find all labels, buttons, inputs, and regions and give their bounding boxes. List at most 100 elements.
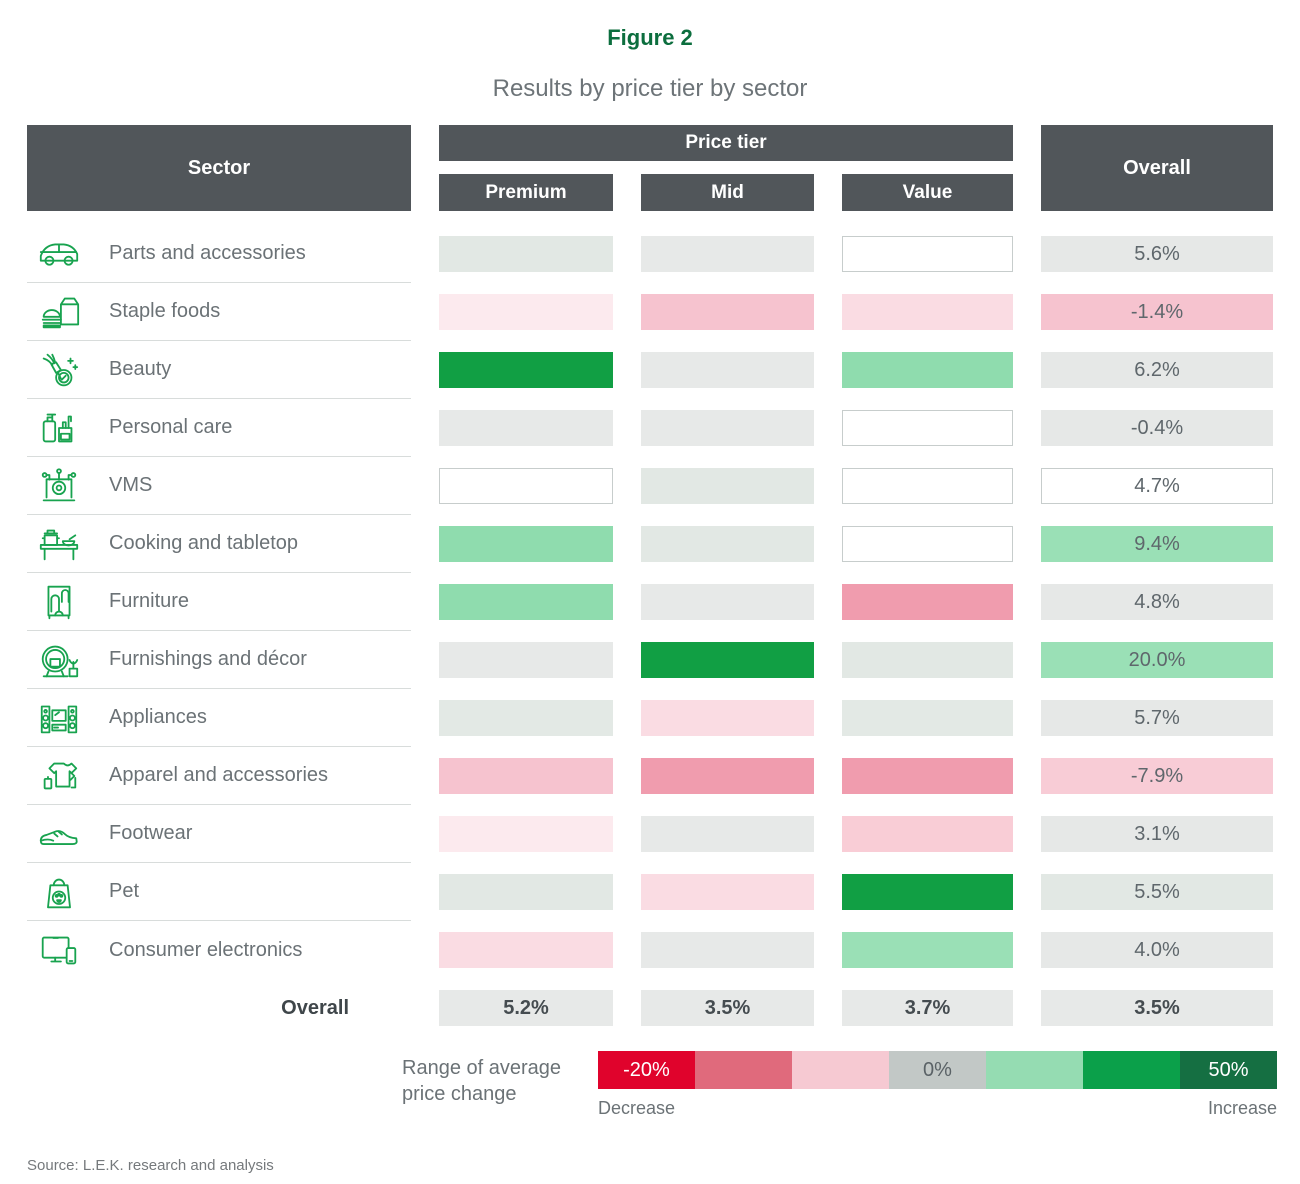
color-scale-legend: Range of average price change -20% 0% 50… (402, 1051, 1300, 1119)
home-theater-icon (36, 695, 82, 741)
sector-label: Furnishings and décor (109, 648, 307, 670)
heatmap-cell-overall: 9.4% (1041, 526, 1273, 562)
legend-decrease-label: Decrease (598, 1098, 676, 1118)
heatmap-cell-overall: 4.8% (1041, 584, 1273, 620)
legend-swatch-minus-20: -20% (598, 1051, 695, 1089)
cooking-table-icon (36, 521, 82, 567)
heatmap-cell-mid (641, 642, 814, 678)
overall-premium-value: 5.2% (439, 990, 613, 1026)
overall-overall-value: 3.5% (1041, 990, 1273, 1026)
heatmap-cell-premium (439, 700, 613, 736)
table-row-staple-foods: Staple foods (27, 283, 411, 341)
sector-label: VMS (109, 474, 153, 496)
monitor-phone-icon (36, 927, 82, 973)
beauty-brush-icon (36, 347, 82, 393)
heatmap-cell-premium (439, 294, 613, 330)
heatmap-cell-mid (641, 700, 814, 736)
price-tier-group-header: Price tier (439, 125, 1013, 161)
heatmap-cell-mid (641, 874, 814, 910)
heatmap-cell-mid (641, 816, 814, 852)
table-row-apparel-and-accessories: Apparel and accessories (27, 747, 411, 805)
table-row-personal-care: Personal care (27, 399, 411, 457)
table-row-furnishings-and-decor: Furnishings and décor (27, 631, 411, 689)
heatmap-cell-value (842, 294, 1013, 330)
table-body: Parts and accessories 5.6% Staple foods … (27, 225, 1273, 1037)
pet-bag-icon (36, 869, 82, 915)
table-header: Sector Price tier Overall Premium Mid Va… (27, 125, 1273, 211)
heatmap-cell-premium (439, 874, 613, 910)
shoe-icon (36, 811, 82, 857)
heatmap-cell-premium (439, 410, 613, 446)
sector-label: Footwear (109, 822, 193, 844)
table-row-cooking-and-tabletop: Cooking and tabletop (27, 515, 411, 573)
sector-label: Apparel and accessories (109, 764, 329, 786)
source-note: Source: L.E.K. research and analysis (27, 1157, 274, 1174)
heatmap-cell-overall: 6.2% (1041, 352, 1273, 388)
sector-label: Personal care (109, 416, 233, 438)
heatmap-cell-mid (641, 758, 814, 794)
heatmap-cell-premium (439, 816, 613, 852)
car-icon (36, 231, 82, 277)
table-row-appliances: Appliances (27, 689, 411, 747)
personal-care-icon (36, 405, 82, 451)
heatmap-cell-premium (439, 468, 613, 504)
sector-label: Furniture (109, 590, 190, 612)
overall-column-header: Overall (1041, 125, 1273, 211)
overall-row-label: Overall (281, 996, 349, 1019)
heatmap-cell-premium (439, 584, 613, 620)
heatmap-cell-premium (439, 758, 613, 794)
table-row-vms: VMS (27, 457, 411, 515)
heatmap-cell-value (842, 816, 1013, 852)
figure-number: Figure 2 (607, 25, 693, 50)
wardrobe-icon (36, 579, 82, 625)
heatmap-cell-value (842, 874, 1013, 910)
heatmap-cell-mid (641, 526, 814, 562)
legend-swatch (695, 1051, 792, 1089)
heatmap-cell-value (842, 410, 1013, 446)
heatmap-cell-value (842, 526, 1013, 562)
heatmap-cell-value (842, 468, 1013, 504)
legend-swatch-plus-50: 50% (1180, 1051, 1277, 1089)
groceries-icon (36, 289, 82, 335)
legend-swatch (986, 1051, 1083, 1089)
table-row-consumer-electronics: Consumer electronics (27, 921, 411, 979)
heatmap-cell-premium (439, 236, 613, 272)
legend-swatch (792, 1051, 889, 1089)
sector-label: Pet (109, 880, 140, 902)
heatmap-cell-overall: 4.7% (1041, 468, 1273, 504)
heatmap-cell-value (842, 584, 1013, 620)
table-row-footwear: Footwear (27, 805, 411, 863)
legend-swatch (1083, 1051, 1180, 1089)
mirror-plant-icon (36, 637, 82, 683)
sector-label: Beauty (109, 358, 172, 380)
heatmap-cell-overall: -1.4% (1041, 294, 1273, 330)
heatmap-cell-premium (439, 932, 613, 968)
legend-axis-labels: Decrease Increase (598, 1098, 1277, 1119)
legend-swatch-zero: 0% (889, 1051, 986, 1089)
overall-value-value: 3.7% (842, 990, 1013, 1026)
heatmap-cell-mid (641, 294, 814, 330)
sector-label: Staple foods (109, 300, 221, 322)
heatmap-cell-overall: 5.6% (1041, 236, 1273, 272)
figure-title: Results by price tier by sector (492, 75, 808, 102)
heatmap-cell-overall: 20.0% (1041, 642, 1273, 678)
legend-label: Range of average price change (402, 1057, 562, 1105)
heatmap-cell-value (842, 932, 1013, 968)
table-row-pet: Pet (27, 863, 411, 921)
legend-swatches: -20% 0% 50% (598, 1051, 1277, 1089)
heatmap-cell-mid (641, 932, 814, 968)
heatmap-cell-mid (641, 584, 814, 620)
table-row-parts-and-accessories: Parts and accessories (27, 225, 411, 283)
heatmap-table: Sector Price tier Overall Premium Mid Va… (27, 125, 1273, 1037)
heatmap-cell-mid (641, 352, 814, 388)
heatmap-cell-overall: -7.9% (1041, 758, 1273, 794)
heatmap-cell-value (842, 758, 1013, 794)
heatmap-cell-mid (641, 236, 814, 272)
overall-mid-value: 3.5% (641, 990, 814, 1026)
sector-label: Consumer electronics (109, 938, 303, 961)
legend-scale: -20% 0% 50% Decrease Increase (598, 1051, 1277, 1119)
vms-gear-laptop-icon (36, 463, 82, 509)
value-column-header: Value (842, 174, 1013, 211)
table-row-beauty: Beauty (27, 341, 411, 399)
